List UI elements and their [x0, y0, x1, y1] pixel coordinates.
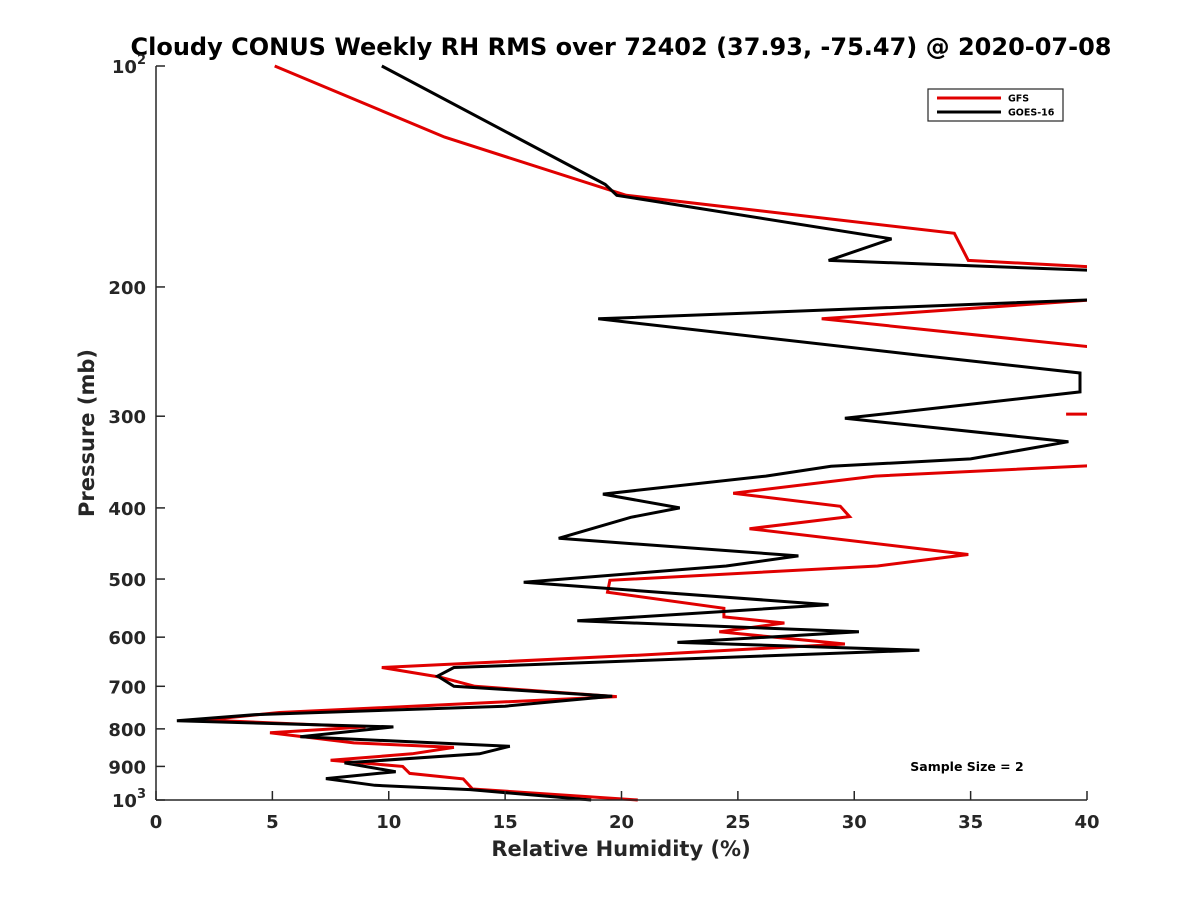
y-tick-label: 800: [108, 720, 146, 741]
x-tick-label: 35: [958, 812, 983, 833]
x-tick-label: 40: [1074, 812, 1099, 833]
series-layer: [176, 64, 1087, 802]
y-tick-label: 200: [108, 278, 146, 299]
chart-title: Cloudy CONUS Weekly RH RMS over 72402 (3…: [131, 33, 1112, 61]
x-tick-label: 15: [493, 812, 518, 833]
x-tick-label: 5: [266, 812, 279, 833]
x-tick-label: 10: [376, 812, 401, 833]
y-tick-label: 600: [108, 628, 146, 649]
axes-layer: 0 5 10 15 20 25 30 35 40 102 200 300 400 500 600 700 800…: [108, 53, 1099, 833]
series-line-goes-16: [176, 64, 1087, 802]
x-tick-label: 0: [150, 812, 163, 833]
legend-label: GOES-16: [1008, 108, 1055, 119]
x-tick-label: 20: [609, 812, 634, 833]
legend: GFS GOES-16: [927, 88, 1064, 122]
y-tick-label: 900: [108, 757, 146, 778]
x-axis-label: Relative Humidity (%): [491, 837, 750, 861]
y-tick-label: 500: [108, 570, 146, 591]
sample-size-annotation: Sample Size = 2: [910, 759, 1023, 774]
x-tick-label: 25: [725, 812, 750, 833]
y-tick-label: 300: [108, 407, 146, 428]
y-axis-label: Pressure (mb): [75, 349, 99, 517]
y-tick-label: 103: [112, 787, 146, 812]
y-tick-label: 102: [112, 53, 146, 78]
x-tick-label: 30: [842, 812, 867, 833]
y-tick-label: 400: [108, 499, 146, 520]
series-line-gfs: [204, 64, 1087, 802]
legend-label: GFS: [1008, 94, 1029, 105]
legend-box: [927, 88, 1064, 122]
y-tick-label: 700: [108, 677, 146, 698]
